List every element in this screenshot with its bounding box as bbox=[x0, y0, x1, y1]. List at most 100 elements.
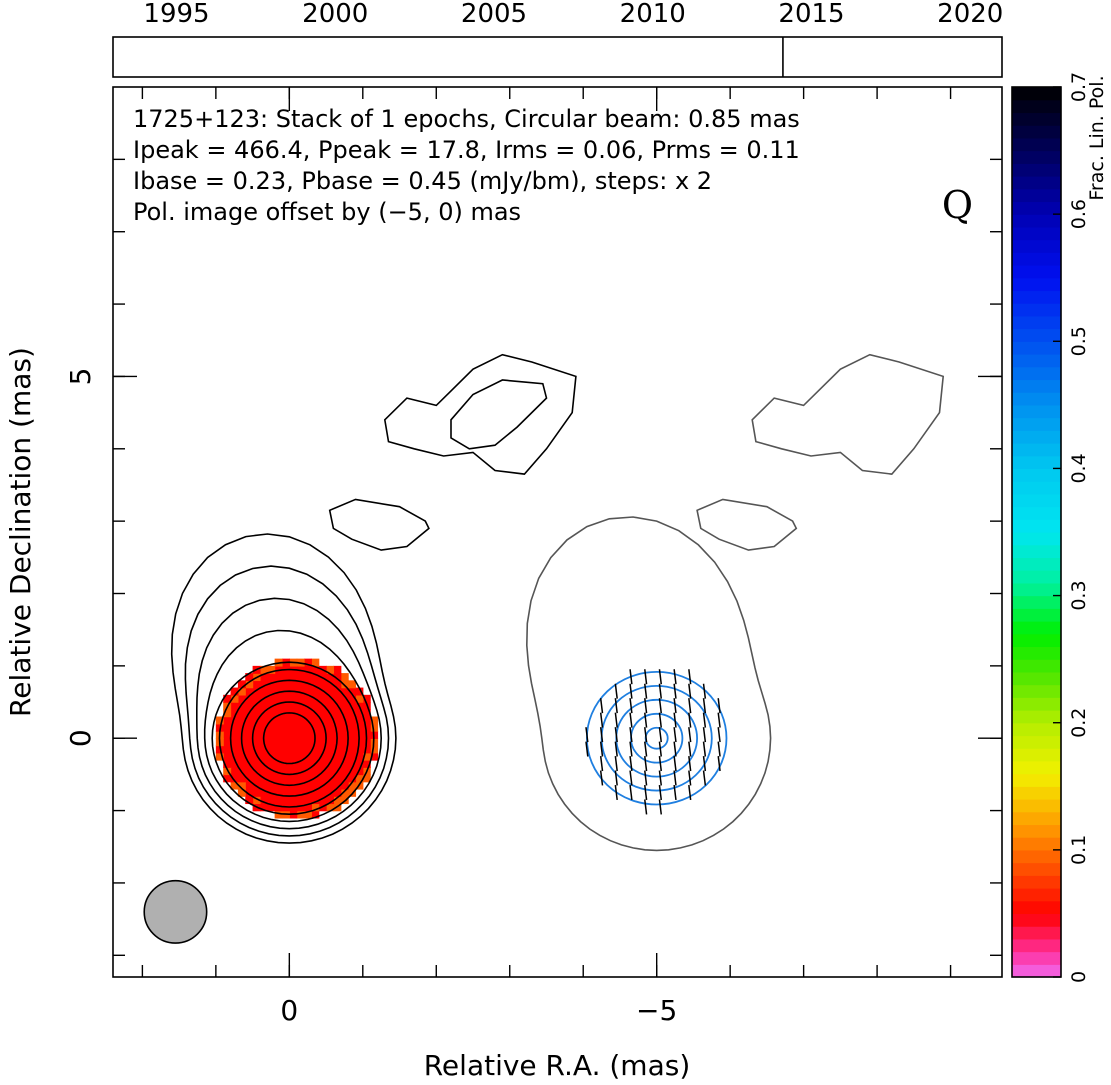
colorbar-band bbox=[1012, 430, 1061, 444]
stokes-i-contour bbox=[218, 668, 360, 808]
pol-map-pixel bbox=[370, 723, 379, 732]
evpa-stick bbox=[702, 770, 707, 786]
colorbar-band bbox=[1012, 392, 1061, 406]
stokes-i-contour bbox=[196, 597, 383, 830]
colorbar-band bbox=[1012, 188, 1061, 203]
pol-map-pixel bbox=[274, 767, 283, 776]
pol-map-pixel bbox=[333, 680, 342, 689]
pol-map-pixel bbox=[237, 680, 246, 689]
evpa-stick bbox=[702, 683, 707, 699]
evpa-stick bbox=[629, 727, 633, 743]
pol-map-pixel bbox=[333, 788, 342, 797]
pol-map-pixel bbox=[362, 723, 371, 732]
pol-map-pixel bbox=[311, 723, 320, 732]
pol-map-pixel bbox=[274, 738, 283, 747]
pol-map-pixel bbox=[245, 687, 254, 696]
pol-map-pixel bbox=[289, 716, 298, 725]
pol-map-pixel bbox=[340, 759, 349, 768]
pol-map-pixel bbox=[230, 745, 239, 754]
pol-map-pixel bbox=[340, 723, 349, 732]
pol-map-pixel bbox=[304, 687, 312, 696]
pol-map-pixel bbox=[318, 694, 327, 703]
pol-map-pixel bbox=[230, 716, 239, 725]
pol-map-pixel bbox=[245, 673, 254, 682]
colorbar-band bbox=[1012, 265, 1061, 279]
stokes-i-contour bbox=[383, 353, 577, 475]
y-tick-label: 5 bbox=[64, 368, 97, 386]
evpa-stick bbox=[688, 683, 692, 699]
evpa-stick bbox=[644, 756, 648, 772]
pol-map-pixel bbox=[245, 774, 254, 783]
colorbar-band bbox=[1012, 786, 1061, 800]
evpa-stick bbox=[585, 741, 589, 757]
timeline-year-label: 2015 bbox=[778, 0, 844, 29]
pol-map-pixel bbox=[304, 774, 312, 783]
pol-map-pixel bbox=[289, 752, 298, 761]
pol-map-pixel bbox=[274, 673, 283, 682]
pol-map-pixel bbox=[296, 702, 305, 710]
pol-contour bbox=[615, 698, 698, 778]
pol-map-pixel bbox=[230, 687, 239, 696]
fractional-pol-map bbox=[215, 658, 379, 819]
pol-map-pixel bbox=[230, 767, 239, 776]
pol-map-pixel bbox=[304, 730, 312, 739]
pol-map-pixel bbox=[223, 723, 232, 732]
pol-map-pixel bbox=[281, 680, 290, 689]
pol-map-pixel bbox=[259, 665, 268, 674]
pol-map-pixel bbox=[355, 716, 364, 725]
pol-map-pixel bbox=[245, 723, 254, 732]
pol-map-pixel bbox=[326, 673, 335, 682]
colorbar-band bbox=[1012, 608, 1061, 622]
colorbar-band bbox=[1012, 888, 1061, 902]
pol-map-pixel bbox=[326, 803, 335, 812]
colorbar-band bbox=[1012, 582, 1061, 597]
pol-map-pixel bbox=[230, 723, 239, 732]
evpa-stick bbox=[658, 669, 663, 685]
evpa-stick bbox=[629, 712, 633, 728]
colorbar-band bbox=[1012, 150, 1061, 164]
pol-map-pixel bbox=[296, 774, 305, 783]
pol-map-pixel bbox=[296, 767, 305, 776]
pol-map-pixel bbox=[311, 810, 320, 819]
pol-map-pixel bbox=[237, 687, 246, 696]
pol-map-pixel bbox=[259, 781, 268, 790]
evpa-stick bbox=[658, 698, 663, 714]
pol-map-pixel bbox=[267, 738, 276, 747]
pol-map-pixel bbox=[281, 745, 290, 754]
colorbar-band bbox=[1012, 112, 1061, 126]
evpa-stick bbox=[673, 712, 677, 728]
pol-map-pixel bbox=[296, 680, 305, 689]
colorbar-band bbox=[1012, 214, 1061, 228]
stokes-i-contour bbox=[262, 712, 316, 765]
offset-outline-contour bbox=[525, 516, 772, 852]
pol-map-pixel bbox=[304, 723, 312, 732]
colorbar-band bbox=[1012, 379, 1061, 393]
pol-map-pixel bbox=[252, 788, 261, 797]
pol-map-pixel bbox=[289, 774, 298, 783]
pol-map-pixel bbox=[326, 738, 335, 747]
pol-map-pixel bbox=[230, 738, 239, 747]
pol-map-pixel bbox=[252, 745, 261, 754]
colorbar-band bbox=[1012, 226, 1061, 241]
pol-map-pixel bbox=[333, 709, 342, 718]
colorbar-band bbox=[1012, 99, 1061, 114]
colorbar-band bbox=[1012, 849, 1061, 864]
pol-contour bbox=[600, 684, 713, 792]
pol-map-pixel bbox=[274, 687, 283, 696]
pol-map-pixel bbox=[267, 709, 276, 718]
pol-map-pixel bbox=[252, 767, 261, 776]
pol-map-pixel bbox=[304, 658, 312, 667]
pol-map-pixel bbox=[304, 745, 312, 754]
pol-map-pixel bbox=[355, 709, 364, 718]
evpa-stick bbox=[614, 698, 618, 714]
evpa-stick bbox=[688, 756, 692, 772]
x-axis-label: Relative R.A. (mas) bbox=[424, 1049, 691, 1082]
evpa-stick bbox=[717, 712, 721, 728]
evpa-stick bbox=[673, 727, 677, 743]
pol-map-pixel bbox=[311, 788, 320, 797]
pol-map-pixel bbox=[274, 702, 283, 710]
pol-map-pixel bbox=[333, 752, 342, 761]
pol-map-pixel bbox=[304, 796, 312, 805]
pol-map-pixel bbox=[333, 781, 342, 790]
evpa-stick bbox=[629, 698, 633, 714]
